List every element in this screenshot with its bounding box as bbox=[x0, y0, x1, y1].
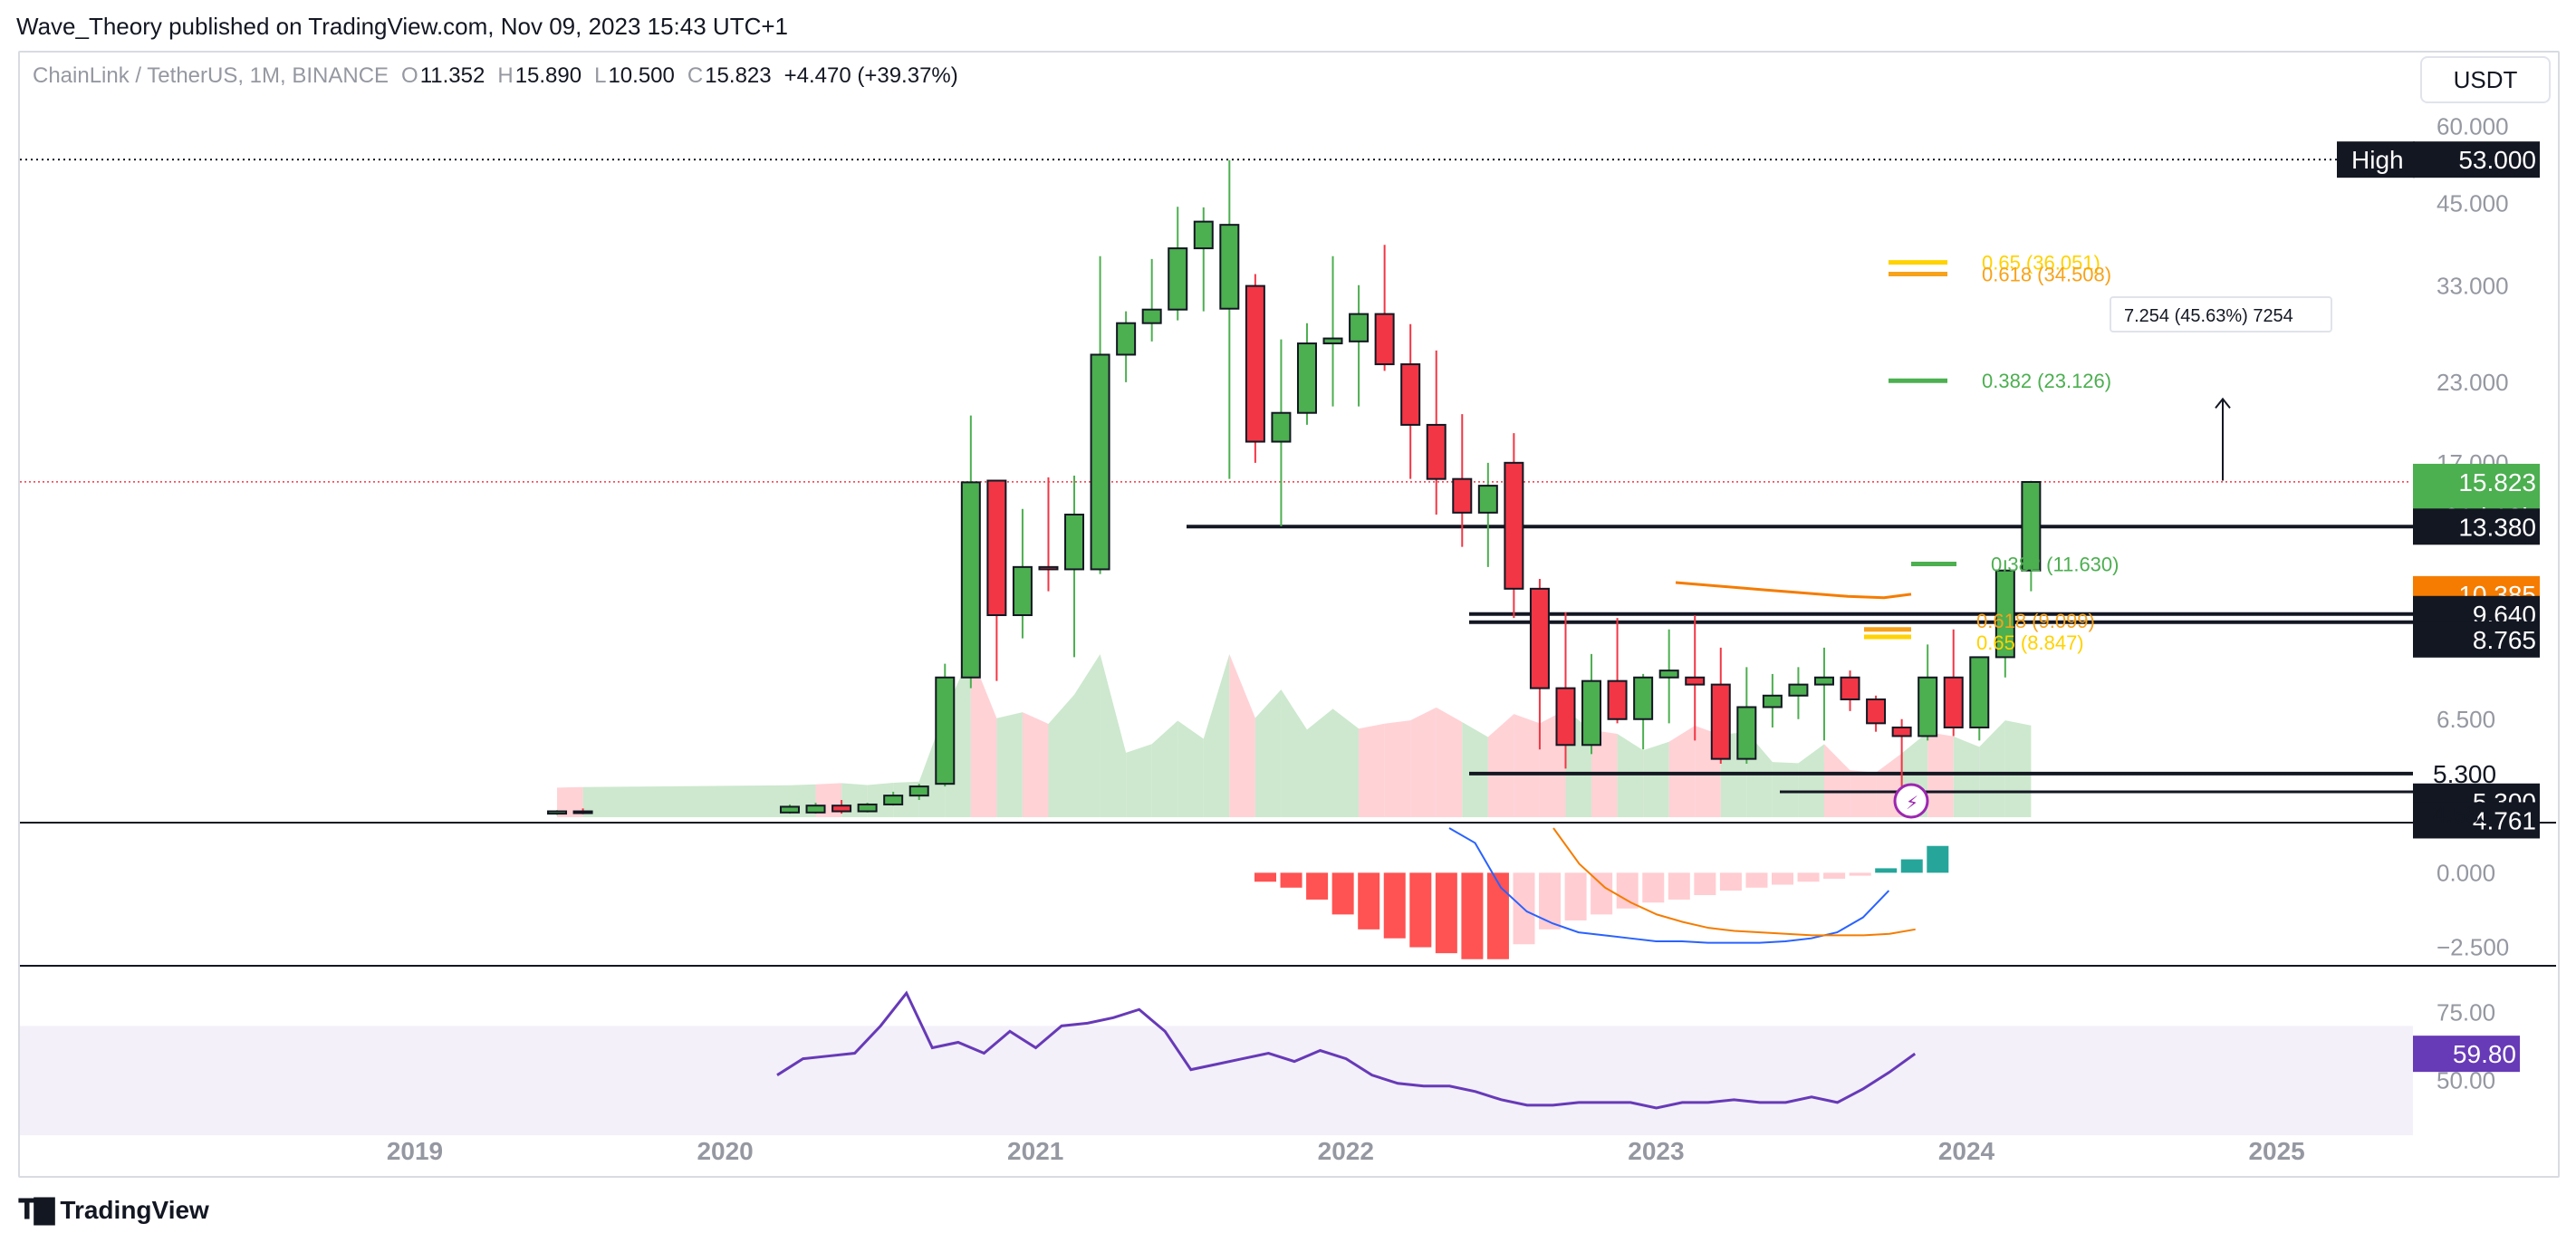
low-label: L bbox=[594, 63, 607, 88]
high-value: 15.890 bbox=[514, 63, 582, 88]
currency-button[interactable]: USDT bbox=[2420, 56, 2551, 103]
brand-name: TradingView bbox=[60, 1195, 209, 1224]
footer-brand[interactable]: 𝐓▇ TradingView bbox=[18, 1194, 209, 1226]
high-label: H bbox=[497, 63, 514, 88]
publisher-line: Wave_Theory published on TradingView.com… bbox=[16, 13, 788, 40]
chart-frame bbox=[18, 51, 2560, 1178]
close-label: C bbox=[687, 63, 704, 88]
symbol-legend: ChainLink / TetherUS, 1M, BINANCE O11.35… bbox=[33, 63, 958, 89]
change-value: +4.470 (+39.37%) bbox=[783, 63, 958, 88]
low-value: 10.500 bbox=[608, 63, 675, 88]
symbol-name[interactable]: ChainLink / TetherUS, 1M, BINANCE bbox=[33, 63, 389, 88]
tradingview-logo-icon: 𝐓▇ bbox=[18, 1195, 54, 1225]
open-label: O bbox=[401, 63, 418, 88]
close-value: 15.823 bbox=[705, 63, 772, 88]
open-value: 11.352 bbox=[419, 63, 485, 88]
